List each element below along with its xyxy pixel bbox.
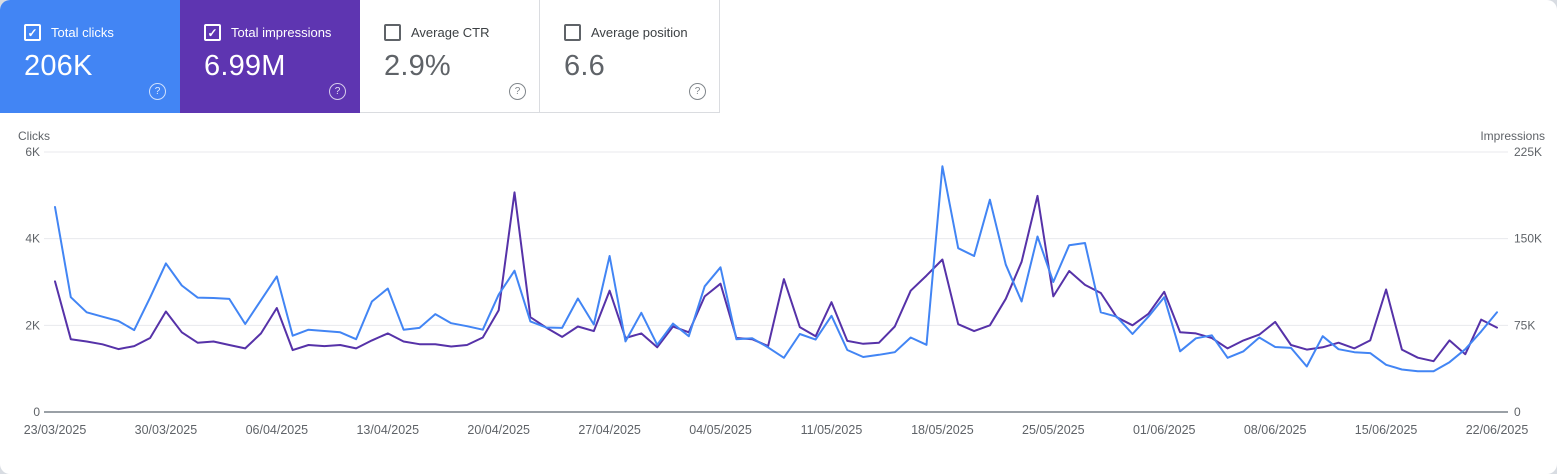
performance-chart-svg: 0 0 2K 75K 4K 150K 6K 225K Clicks Impressions 23/0… <box>18 129 1545 437</box>
left-axis-tick: 2K <box>25 318 40 332</box>
performance-chart[interactable]: 0 0 2K 75K 4K 150K 6K 225K Clicks Impressions 23/0… <box>0 113 1557 474</box>
right-axis-tick: 225K <box>1514 145 1542 159</box>
right-axis-tick: 0 <box>1514 405 1521 419</box>
metric-card-total-impressions[interactable]: Total impressions 6.99M ? <box>180 0 360 113</box>
impressions-line[interactable] <box>54 191 1498 363</box>
left-axis-tick: 6K <box>25 145 40 159</box>
x-axis-date-label: 11/05/2025 <box>801 423 863 437</box>
total-clicks-label: Total clicks <box>51 25 114 40</box>
x-axis-date-label: 04/05/2025 <box>689 423 752 437</box>
x-axis-date-label: 20/04/2025 <box>467 423 530 437</box>
right-axis-tick: 150K <box>1514 232 1542 246</box>
left-axis-tick: 4K <box>25 232 40 246</box>
help-icon[interactable]: ? <box>689 83 706 100</box>
clicks-line[interactable] <box>54 165 1498 373</box>
total-clicks-checkbox[interactable] <box>24 24 41 41</box>
left-axis-tick: 0 <box>33 405 40 419</box>
x-axis-date-label: 22/06/2025 <box>1466 423 1529 437</box>
average-ctr-value: 2.9% <box>384 50 451 82</box>
average-ctr-checkbox[interactable] <box>384 24 401 41</box>
x-axis-date-label: 30/03/2025 <box>135 423 198 437</box>
x-axis-date-label: 01/06/2025 <box>1133 423 1196 437</box>
average-position-value: 6.6 <box>564 50 605 82</box>
total-impressions-value: 6.99M <box>204 50 286 82</box>
metric-card-average-ctr[interactable]: Average CTR 2.9% ? <box>360 0 540 113</box>
x-axis-date-label: 08/06/2025 <box>1244 423 1307 437</box>
total-clicks-value: 206K <box>24 50 93 82</box>
right-axis-tick: 75K <box>1514 318 1535 332</box>
x-axis-date-label: 06/04/2025 <box>246 423 309 437</box>
average-position-checkbox[interactable] <box>564 24 581 41</box>
right-axis-title: Impressions <box>1480 129 1545 143</box>
x-axis-date-label: 13/04/2025 <box>356 423 419 437</box>
help-icon[interactable]: ? <box>509 83 526 100</box>
x-axis-date-label: 15/06/2025 <box>1355 423 1418 437</box>
average-position-label: Average position <box>591 25 688 40</box>
help-icon[interactable]: ? <box>329 83 346 100</box>
total-impressions-label: Total impressions <box>231 25 332 40</box>
metric-card-average-position[interactable]: Average position 6.6 ? <box>540 0 720 113</box>
left-axis-title: Clicks <box>18 129 50 143</box>
x-axis-date-label: 23/03/2025 <box>24 423 87 437</box>
x-axis-date-label: 25/05/2025 <box>1022 423 1085 437</box>
metric-cards-row: Total clicks 206K ? Total impressions 6.… <box>0 0 1557 113</box>
metric-card-total-clicks[interactable]: Total clicks 206K ? <box>0 0 180 113</box>
help-icon[interactable]: ? <box>149 83 166 100</box>
total-impressions-checkbox[interactable] <box>204 24 221 41</box>
x-axis-date-label: 27/04/2025 <box>578 423 641 437</box>
average-ctr-label: Average CTR <box>411 25 490 40</box>
x-axis-date-label: 18/05/2025 <box>911 423 974 437</box>
